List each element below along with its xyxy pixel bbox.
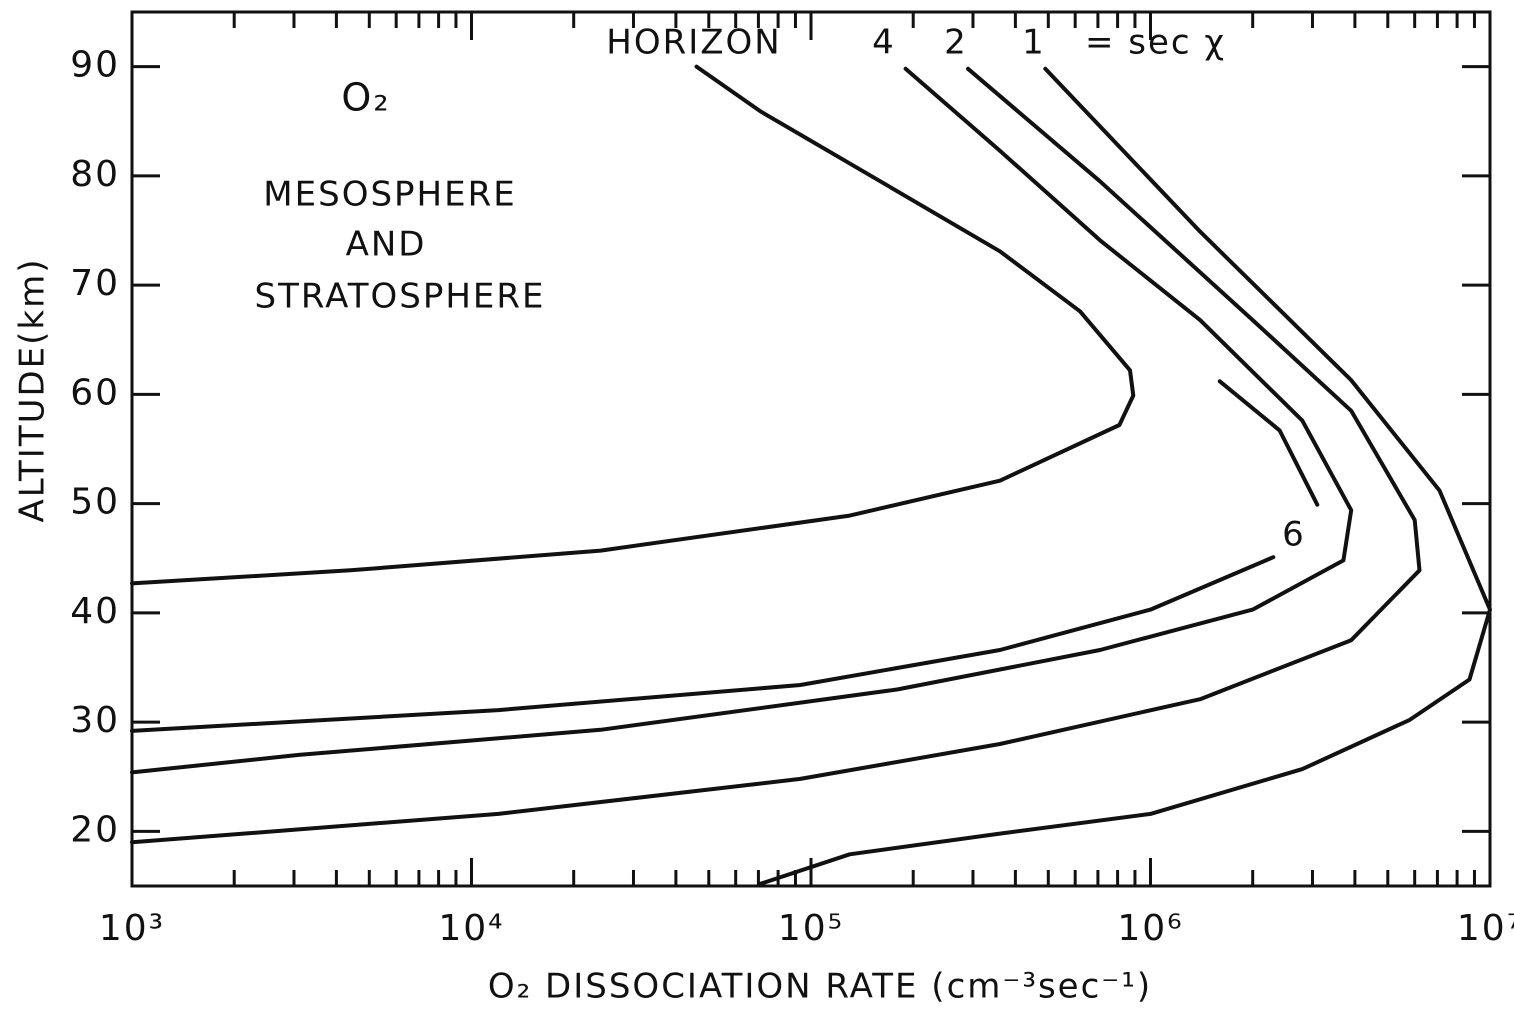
curve: [758, 66, 1492, 886]
y-tick-label: 30: [70, 700, 120, 741]
annotation: STRATOSPHERE: [255, 277, 546, 317]
annotation: O₂: [341, 76, 390, 120]
curve: [130, 379, 1320, 733]
series-label: 1: [1022, 23, 1046, 63]
curve: [130, 64, 1136, 586]
curve: [130, 66, 1422, 845]
annotation: AND: [346, 225, 427, 265]
annotation: MESOSPHERE: [263, 175, 516, 215]
y-tick-label: 60: [70, 372, 120, 413]
x-tick-label: 10⁷: [1457, 908, 1514, 949]
y-tick-label: 50: [70, 482, 120, 523]
y-tick-label: 70: [70, 263, 120, 304]
x-axis-label: O₂ DISSOCIATION RATE (cm⁻³sec⁻¹): [488, 967, 1152, 1007]
x-tick-label: 10⁴: [438, 908, 504, 949]
series-label: 2: [944, 23, 968, 63]
y-tick-label: 20: [70, 809, 120, 850]
y-tick-label: 90: [70, 45, 120, 86]
series-label: 6: [1282, 515, 1306, 555]
series-label: 4: [872, 23, 896, 63]
y-tick-label: 40: [70, 591, 120, 632]
curve: [130, 66, 1354, 775]
y-axis-label: ALTITUDE(km): [13, 258, 53, 523]
x-tick-label: 10⁵: [778, 908, 844, 949]
y-tick-label: 80: [70, 154, 120, 195]
x-tick-label: 10³: [99, 908, 165, 949]
annotation: = sec χ: [1085, 23, 1226, 63]
series-label: HORIZON: [606, 23, 781, 63]
x-tick-label: 10⁶: [1117, 908, 1183, 949]
